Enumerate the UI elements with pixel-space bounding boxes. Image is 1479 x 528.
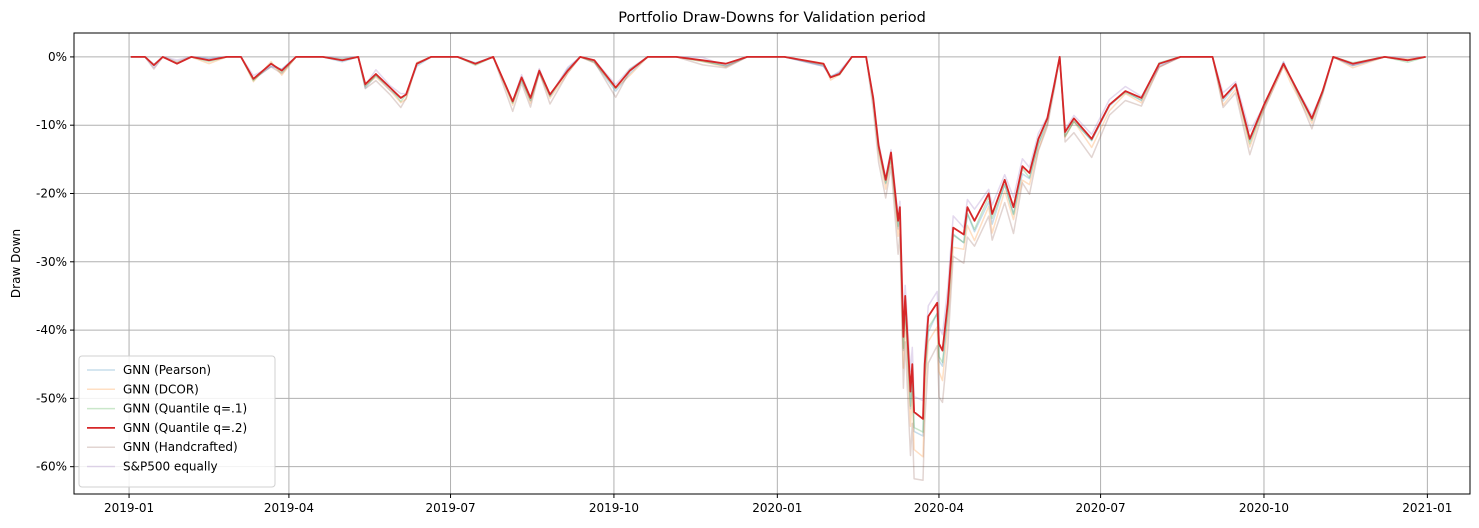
series-line-pearson: [130, 56, 1426, 437]
series-lines: [130, 56, 1426, 482]
y-tick-label: -30%: [36, 255, 67, 269]
legend-label-sp500: S&P500 equally: [123, 460, 218, 474]
chart-title: Portfolio Draw-Downs for Validation peri…: [618, 10, 926, 26]
y-tick-label: -20%: [36, 186, 67, 200]
y-tick-label: 0%: [48, 50, 67, 64]
y-tick-label: -40%: [36, 323, 67, 337]
grid-lines: [74, 33, 1470, 494]
series-line-quantile_2: [130, 56, 1426, 420]
y-tick-label: -60%: [36, 460, 67, 474]
y-tick-label: -10%: [36, 118, 67, 132]
series-line-dcor: [130, 56, 1426, 458]
y-tick-label: -50%: [36, 391, 67, 405]
x-tick-label: 2021-01: [1402, 501, 1452, 515]
x-tick-label: 2020-01: [752, 501, 802, 515]
legend-label-pearson: GNN (Pearson): [123, 363, 211, 377]
x-tick-label: 2019-10: [589, 501, 639, 515]
plot-frame: [73, 32, 1471, 495]
legend-label-handcrafted: GNN (Handcrafted): [123, 440, 238, 454]
legend: GNN (Pearson) GNN (DCOR) GNN (Quantile q=.…: [78, 355, 276, 488]
x-tick-label: 2019-07: [425, 501, 475, 515]
x-tick-label: 2020-10: [1239, 501, 1289, 515]
legend-label-quantile_1: GNN (Quantile q=.1): [123, 402, 247, 416]
legend-box: [78, 355, 276, 488]
x-axis-ticks: 2019-01 2019-04 2019-07 2019-10 2020-01 2020-…: [104, 494, 1452, 515]
series-line-quantile_1: [130, 56, 1426, 433]
y-axis-label: Draw Down: [9, 229, 23, 298]
x-tick-label: 2020-07: [1076, 501, 1126, 515]
legend-label-dcor: GNN (DCOR): [123, 382, 199, 396]
legend-label-quantile_2: GNN (Quantile q=.2): [123, 421, 247, 435]
series-line-sp500: [130, 56, 1426, 402]
x-tick-label: 2020-04: [914, 501, 964, 515]
x-tick-label: 2019-04: [264, 501, 314, 515]
x-tick-label: 2019-01: [104, 501, 154, 515]
series-line-handcrafted: [130, 56, 1426, 482]
y-axis-ticks: 0% -10% -20% -30% -40% -50% -60%: [36, 50, 74, 474]
